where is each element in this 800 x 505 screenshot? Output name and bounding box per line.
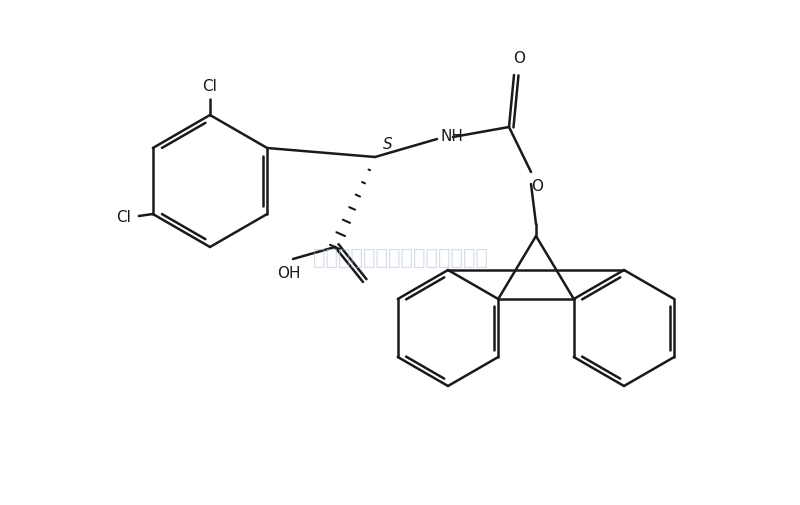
Text: S: S [383, 136, 393, 151]
Text: O: O [531, 179, 543, 193]
Text: O: O [513, 51, 525, 66]
Text: NH: NH [441, 128, 464, 143]
Text: 四川省维克奇生物科技有限公司: 四川省维克奇生物科技有限公司 [313, 247, 487, 268]
Text: OH: OH [278, 266, 301, 280]
Text: Cl: Cl [202, 79, 218, 94]
Text: Cl: Cl [116, 209, 131, 224]
